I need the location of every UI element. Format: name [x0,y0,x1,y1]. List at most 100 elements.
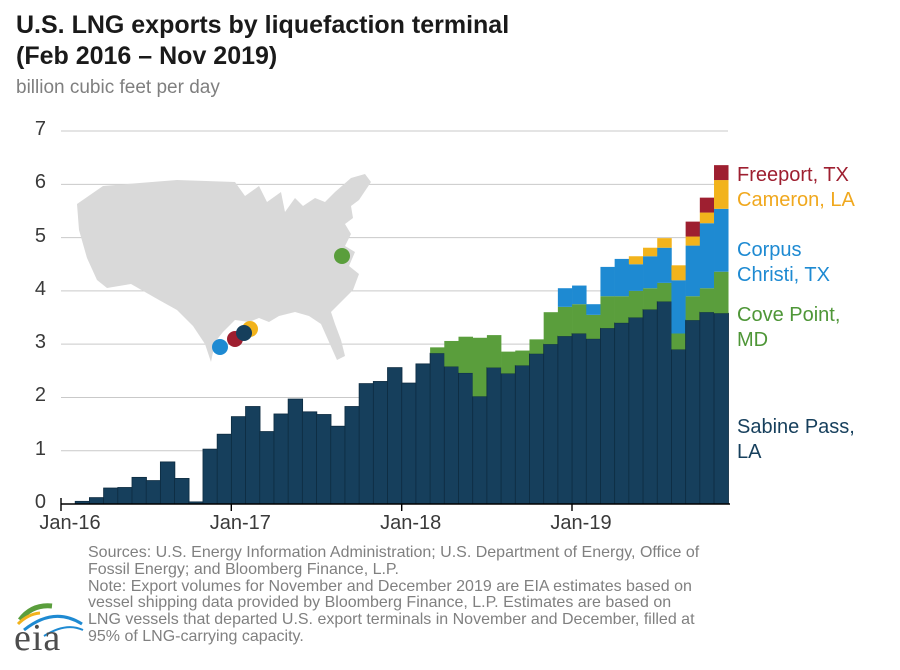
page-title: U.S. LNG exports by liquefaction termina… [16,10,736,72]
bar-segment [429,352,445,505]
legend-cove-point: Cove Point, MD [737,304,841,351]
bar-segment [529,353,545,505]
bar-segment [685,245,701,297]
bar-segment [685,236,701,246]
bar-segment [330,425,346,505]
bar-segment [671,349,687,505]
bar-segment [656,301,673,505]
bar-segment [245,406,261,505]
bar-segment [401,382,417,505]
bar-segment [557,306,573,337]
bar-segment [685,221,701,237]
bar-segment [714,271,729,314]
bar-segment [614,258,630,297]
bar-segment [643,288,658,310]
bar-segment [287,398,304,505]
bar-segment [600,296,615,329]
y-tick-label: 4 [34,277,46,300]
bar-segment [117,487,133,505]
bar-segment [586,304,601,315]
bar-segment [273,413,289,505]
bar-segment [458,372,474,505]
bar-segment [714,165,729,181]
footnote: Sources: U.S. Energy Information Adminis… [88,544,888,646]
note-line-1: Note: Export volumes for November and De… [88,577,692,595]
bar-segment [600,327,616,505]
bar-segment [543,312,559,345]
bar-segment [444,340,459,367]
map-dot-corpus-christi-tx [212,339,228,355]
note-line-4: 95% of LNG-carrying capacity. [88,627,304,645]
bar-segment [657,238,672,248]
us-map [77,174,371,362]
bar-segment [657,247,672,283]
x-tick-label: Jan-16 [39,512,101,534]
legend-cameron: Cameron, LA [737,189,855,211]
bar-segment [458,336,473,373]
bar-segment [514,365,531,505]
y-tick-label: 6 [34,171,46,194]
bar-segment [671,280,686,334]
legend-sabine-pass: Sabine Pass, LA [737,416,855,463]
y-tick-label: 7 [34,118,46,141]
bar-segment [685,319,701,505]
y-tick-label: 1 [34,437,46,460]
bar-segment [472,337,488,397]
bar-segment [515,350,530,366]
bar-segment [500,373,516,505]
bar-segment [216,433,233,505]
bar-segment [230,416,247,505]
bar-segment [301,411,318,505]
bar-segment [685,296,701,321]
bar-segment [501,351,516,374]
bar-segment [628,317,644,505]
bar-segment [344,406,360,505]
bar-segment [372,381,389,505]
bar-segment [415,363,431,505]
bar-segment [145,480,162,505]
bar-segment [699,223,715,289]
bar-segment [430,347,445,354]
bar-segment [657,282,672,302]
bar-segment [572,304,587,334]
y-tick-label: 3 [34,331,46,354]
bar-segment [642,309,658,505]
y-tick-label: 5 [34,224,46,247]
bar-segment [628,264,644,291]
bar-segment [614,322,630,505]
bar-segment [557,335,573,505]
bar-segment [699,311,715,505]
bar-segment [159,461,176,505]
bar-segment [443,366,460,505]
bar-segment [671,265,686,281]
legend-corpus-christi: Corpus Christi, TX [737,239,830,286]
bar-segment [387,367,403,505]
note-line-3: LNG vessels that departed U.S. export te… [88,611,695,629]
source-line-1: Sources: U.S. Energy Information Adminis… [88,544,700,561]
bar-segment [699,288,715,313]
bar-segment [486,367,502,505]
bar-segment [614,296,630,323]
bar-segment [671,333,686,350]
y-tick-label: 0 [34,491,46,513]
bar-segment [557,288,573,307]
bar-segment [585,338,602,505]
map-dot-cove-point-md [334,248,350,264]
map-dot-sabine-pass-la [236,325,252,341]
eia-logo: eia [10,594,90,664]
y-tick-label: 2 [34,384,46,407]
bar-segment [259,431,275,505]
eia-logo-text: eia [14,617,62,659]
bar-segment [472,395,488,505]
note-line-2: vessel shipping data provided by Bloombe… [88,594,672,612]
x-tick-label: Jan-19 [550,512,612,534]
x-tick-label: Jan-18 [380,512,442,534]
title-line-2: (Feb 2016 – Nov 2019) [16,42,278,70]
bar-segment [643,247,658,257]
bar-segment [543,343,559,505]
bar-segment [571,333,587,505]
bar-segment [486,335,502,368]
bar-segment [131,476,147,505]
